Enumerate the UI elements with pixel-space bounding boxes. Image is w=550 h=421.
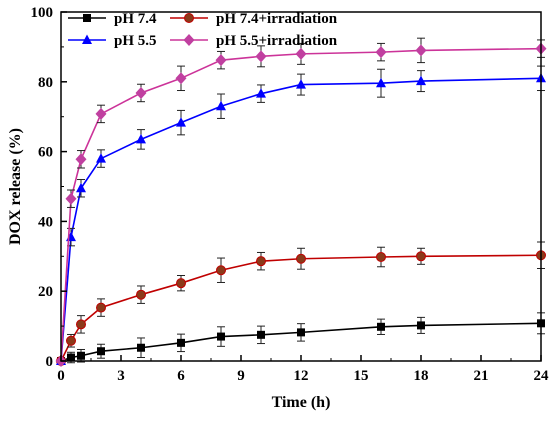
series-layer [55,37,547,367]
data-point [65,192,77,205]
y-tick-label: 0 [46,354,54,370]
y-tick-label: 60 [38,145,53,161]
series-line [60,77,542,362]
legend-item-0: pH 7.4 [68,11,157,27]
data-point [177,338,185,347]
x-tick-label: 9 [237,368,245,384]
data-point [416,251,426,262]
legend-marker [183,34,195,46]
data-point [75,153,87,166]
series-2 [56,65,546,365]
data-point [296,79,306,89]
x-tick-label: 3 [117,368,125,384]
y-tick-label: 40 [38,214,53,230]
series-3 [55,37,547,367]
x-tick-label: 12 [294,368,309,384]
legend-marker [82,34,92,44]
x-tick-label: 18 [414,368,429,384]
data-point [135,86,147,99]
data-point [216,265,226,276]
data-point [96,302,106,313]
data-point [377,322,385,331]
axes: 0 3 6 9 12 15 18 21 24 0 20 40 60 80 100 [31,5,550,384]
legend: pH 7.4 pH 7.4+irradiation pH 5.5 pH 5.5+irr… [68,11,338,49]
y-tick-label: 80 [38,75,53,91]
data-point [175,72,187,85]
legend-label: pH 7.4 [114,11,157,27]
data-point [77,351,85,360]
data-point [296,253,306,264]
data-point [415,44,427,57]
data-point [255,50,267,63]
data-point [95,107,107,120]
legend-label: pH 7.4+irradiation [216,11,338,27]
data-point [257,330,265,339]
y-axis-title: DOX release (%) [7,128,24,245]
data-point [136,289,146,300]
y-tick-label: 100 [31,5,54,21]
data-point [76,319,86,330]
data-point [256,88,266,98]
y-tick-label: 20 [38,284,53,300]
legend-item-1: pH 7.4+irradiation [170,11,338,27]
data-point [376,77,386,88]
data-point [67,353,75,362]
data-point [416,75,426,86]
data-point [176,117,186,127]
data-point [217,332,225,341]
x-tick-label: 21 [474,368,489,384]
legend-marker [83,14,91,22]
data-point [176,278,186,289]
data-point [297,328,305,337]
x-tick-label: 0 [57,368,65,384]
x-tick-label: 24 [534,368,550,384]
data-point [375,46,387,59]
data-point [97,347,105,356]
x-axis-title: Time (h) [272,394,331,411]
data-point [66,335,76,346]
legend-item-2: pH 5.5 [68,33,157,49]
data-point [66,231,76,242]
series-line [60,254,542,362]
data-point [295,47,307,60]
legend-label: pH 5.5 [114,33,157,49]
data-point [216,100,226,111]
series-line [60,47,542,362]
legend-marker [184,13,194,23]
data-point [76,182,86,193]
data-point [376,251,386,262]
legend-item-3: pH 5.5+irradiation [170,33,338,49]
x-tick-label: 15 [354,368,369,384]
data-point [137,343,145,352]
data-point [215,54,227,67]
data-point [256,256,266,267]
data-point [417,321,425,330]
x-tick-label: 6 [177,368,185,384]
data-point [136,133,146,144]
legend-label: pH 5.5+irradiation [216,33,338,49]
data-point [96,153,106,163]
series-1 [56,241,546,366]
